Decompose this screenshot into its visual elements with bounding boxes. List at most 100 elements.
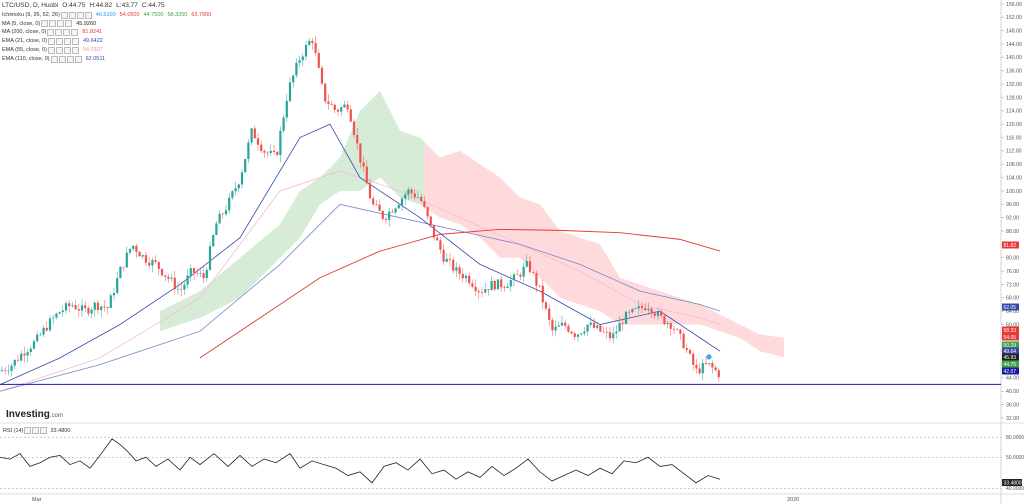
ichimoku-cloud-segment <box>708 308 712 329</box>
candle-body <box>96 302 100 310</box>
candle-body <box>301 56 304 61</box>
candle-body <box>461 273 464 279</box>
hide-box-icon[interactable] <box>32 427 40 434</box>
ichimoku-cloud-segment <box>468 156 472 233</box>
candle-body <box>679 329 682 334</box>
ichimoku-cloud-segment <box>420 137 424 207</box>
candle-body <box>180 288 183 290</box>
rsi-line <box>0 438 721 484</box>
candle-body <box>205 269 208 279</box>
indicator-toggle-icon[interactable] <box>41 20 49 28</box>
candle-body <box>285 100 288 118</box>
ichimoku-cloud-segment <box>584 239 588 308</box>
candle-body <box>717 370 720 378</box>
indicator-toggle-icon[interactable] <box>84 11 92 19</box>
indicator-toggle-icon[interactable] <box>76 11 84 19</box>
indicator-toggle-icon[interactable] <box>47 46 55 54</box>
candle-body <box>215 223 218 236</box>
candle-body <box>288 82 292 101</box>
settings-box-icon[interactable] <box>24 427 32 434</box>
indicator-toggle-icon[interactable] <box>71 46 79 54</box>
indicator-toggle-icon[interactable] <box>50 55 58 63</box>
indicator-toggle-icon[interactable] <box>57 20 65 28</box>
ichimoku-cloud-segment <box>224 267 228 306</box>
candle-body <box>218 213 221 224</box>
candle-body <box>234 188 237 192</box>
candle-body <box>541 285 544 303</box>
ichimoku-cloud-segment <box>756 332 760 352</box>
candle-body <box>196 272 199 274</box>
indicator-toggle-icon[interactable] <box>55 29 63 37</box>
rsi-value-badge-label: 33.4800 <box>1004 481 1022 487</box>
candle-body <box>71 305 74 307</box>
candle-body <box>420 196 423 202</box>
candle-body <box>615 331 618 334</box>
indicator-toggle-icon[interactable] <box>49 20 57 28</box>
indicator-toggle-icon[interactable] <box>63 38 71 46</box>
ichimoku-cloud-segment <box>432 149 436 216</box>
indicator-toggle-icon[interactable] <box>65 20 73 28</box>
price-badge <box>1002 326 1019 334</box>
indicator-toggle-icon[interactable] <box>71 29 79 37</box>
ichimoku-cloud-segment <box>596 243 600 312</box>
ichimoku-cloud-segment <box>288 204 292 250</box>
candle-body <box>151 260 154 266</box>
ichimoku-cloud-segment <box>780 337 784 358</box>
indicator-toggle-icon[interactable] <box>55 46 63 54</box>
ichimoku-cloud-segment <box>252 244 256 286</box>
indicator-toggle-icon[interactable] <box>66 55 74 63</box>
ichimoku-cloud-segment <box>324 169 328 202</box>
indicator-toggle-icon[interactable] <box>55 38 63 46</box>
indicator-toggle-icon[interactable] <box>58 55 66 63</box>
candle-body <box>352 121 356 135</box>
indicator-value: 49.6422 <box>82 38 103 45</box>
candle-body <box>208 246 212 270</box>
candle-body <box>372 198 375 205</box>
indicator-toggle-icon[interactable] <box>47 29 55 37</box>
candle-body <box>311 40 314 43</box>
candle-body <box>676 329 679 330</box>
candle-body <box>112 292 116 296</box>
ichimoku-cloud-segment <box>572 235 576 304</box>
indicator-toggle-icon[interactable] <box>74 55 82 63</box>
candle-body <box>356 134 359 144</box>
ema21-line <box>0 123 721 385</box>
candle-body <box>634 308 637 309</box>
ichimoku-cloud-segment <box>512 189 516 258</box>
indicator-toggle-icon[interactable] <box>47 38 55 46</box>
y-tick-label: 32.00 <box>1006 416 1019 422</box>
ichimoku-cloud-segment <box>344 138 348 191</box>
candle-body <box>688 349 692 354</box>
rsi-value: 33.4800 <box>50 427 71 434</box>
indicator-toggle-icon[interactable] <box>71 38 79 46</box>
ichimoku-cloud-segment <box>744 326 748 344</box>
candle-body <box>128 248 132 253</box>
indicator-toggle-icon[interactable] <box>60 11 68 19</box>
candle-body <box>135 245 138 252</box>
candle-body <box>592 322 596 328</box>
candle-body <box>509 280 512 287</box>
candle-body <box>58 312 61 314</box>
candle-body <box>272 150 276 153</box>
candle-body <box>711 363 714 368</box>
indicator-toggle-icon[interactable] <box>68 11 76 19</box>
candle-body <box>26 352 29 356</box>
ichimoku-cloud-segment <box>236 257 240 300</box>
indicator-toggle-icon[interactable] <box>63 29 71 37</box>
candle-body <box>500 279 503 288</box>
candle-body <box>4 370 7 371</box>
indicator-row: EMA (110, close, 0) 62.0511 <box>2 55 211 64</box>
ichimoku-cloud-segment <box>648 287 652 325</box>
high-value: H:44.82 <box>89 2 113 9</box>
candle-body <box>512 274 516 281</box>
candle-body <box>682 333 685 349</box>
ichimoku-cloud-segment <box>620 277 624 325</box>
candle-body <box>253 128 256 139</box>
ichimoku-cloud-segment <box>672 295 676 325</box>
indicator-toggle-icon[interactable] <box>63 46 71 54</box>
candle-body <box>16 359 20 361</box>
close-box-icon[interactable] <box>40 427 48 434</box>
candle-body <box>490 280 493 291</box>
candle-body <box>708 363 711 364</box>
